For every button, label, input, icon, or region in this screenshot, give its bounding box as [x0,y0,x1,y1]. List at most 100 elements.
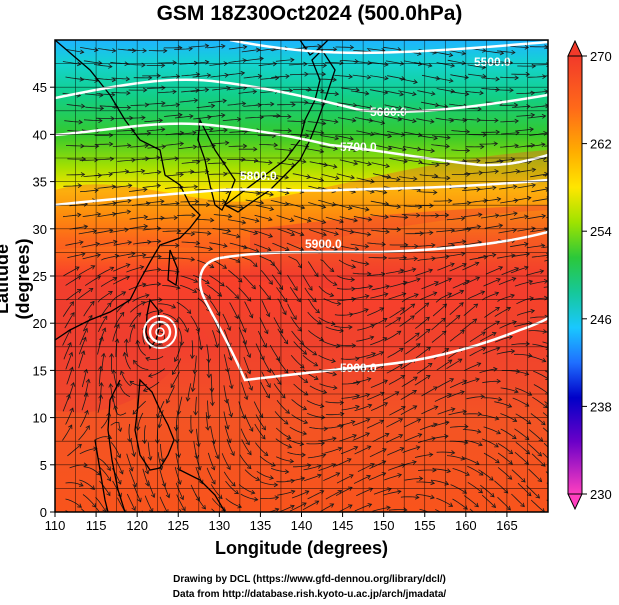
streamline-arrowhead [69,366,74,372]
streamline [337,504,353,512]
streamline-arrowhead [108,383,114,388]
coastline [55,40,336,512]
streamline [465,90,484,94]
streamline-arrowhead [347,205,353,211]
streamline-arrowhead [350,420,356,425]
streamline-arrowhead [171,304,177,309]
streamline-arrowhead [145,293,150,298]
streamline-arrowhead [321,120,327,126]
streamline-arrowhead [333,146,338,151]
streamline [308,330,324,341]
streamline [511,493,525,507]
streamline-arrowhead [476,362,482,367]
streamline [385,330,402,341]
streamline-arrowhead [562,128,566,132]
streamline-arrowhead [269,206,275,211]
contour-label-5800: 5800.0 [240,169,277,183]
streamline-arrowhead [206,294,212,299]
streamline [402,446,420,453]
streamline-arrowhead [273,142,279,148]
streamline [275,438,292,448]
streamline [514,428,530,440]
streamline [496,50,515,53]
streamline-arrowhead [159,457,165,463]
streamline-arrowhead [108,228,114,234]
streamline [196,428,200,447]
streamline [404,332,420,345]
streamline [161,202,180,206]
streamline-arrowhead [161,100,166,106]
streamline [127,63,146,66]
streamline [416,148,435,152]
streamline [99,466,111,482]
streamline [305,130,324,134]
streamline [370,402,388,411]
streamline-arrowhead [511,277,517,282]
streamline [94,64,112,68]
streamline [307,490,324,500]
streamline [207,200,226,203]
streamline-arrowhead [259,114,265,120]
streamline [466,396,485,400]
streamline [210,484,223,499]
streamline [63,185,82,187]
x-tick-label: 160 [455,518,477,533]
streamline-arrowhead [557,171,561,175]
streamline-arrowhead [303,378,309,383]
streamline-arrowhead [355,404,360,410]
streamline-arrowhead [416,277,421,283]
streamline-arrowhead [255,476,261,481]
streamline [530,316,548,319]
streamline-arrowhead [160,199,165,204]
streamline [229,242,248,249]
streamline-arrowhead [531,226,536,232]
streamline-arrowhead [126,143,132,149]
streamline-arrowhead [88,314,93,320]
streamline [164,186,183,189]
streamline [241,382,248,400]
streamline [431,255,450,260]
streamline [446,358,463,370]
streamline [293,341,307,355]
streamline-arrowhead [119,311,125,317]
streamline [447,391,465,399]
streamline-arrowhead [348,324,353,330]
streamline-arrowhead [380,120,386,125]
streamline [388,145,406,151]
streamline [516,114,535,117]
streamline [321,173,339,179]
streamline-arrowhead [526,419,532,425]
streamline-arrowhead [559,257,563,261]
streamline-arrowhead [76,288,82,294]
streamline-arrowhead [109,353,114,358]
streamline [354,445,371,455]
streamline [257,48,276,52]
streamline-arrowhead [290,231,296,237]
streamline [81,392,88,411]
streamline [195,128,214,132]
streamline-arrowhead [473,303,479,308]
streamline-arrowhead [96,212,102,217]
streamline [462,188,481,191]
streamline-arrowhead [312,297,317,303]
streamline [78,265,95,276]
streamline-arrowhead [348,74,353,79]
streamline-arrowhead [222,98,227,104]
streamline [401,214,420,216]
streamline-arrowhead [188,429,194,434]
streamline [228,59,247,63]
streamline [353,160,372,165]
streamline-arrowhead [241,101,247,107]
streamline-arrowhead [79,240,84,245]
streamline-arrowhead [460,216,466,221]
streamline-arrowhead [558,73,562,77]
streamline [160,443,164,462]
streamline [431,162,450,165]
streamline-arrowhead [150,493,156,499]
streamline [398,461,417,467]
streamline [99,241,117,246]
streamline [94,173,113,176]
streamline-arrowhead [460,390,465,395]
streamline-arrowhead [276,113,281,119]
streamline-arrowhead [430,118,435,124]
